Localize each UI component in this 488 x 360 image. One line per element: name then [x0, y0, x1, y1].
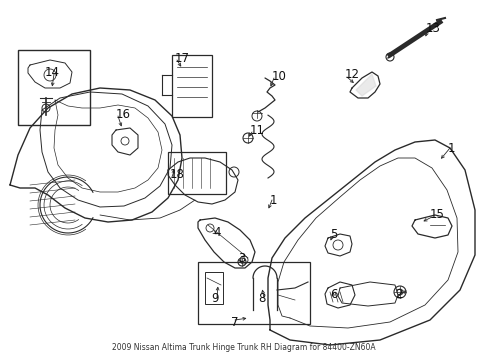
Text: 18: 18: [170, 168, 184, 181]
Text: 16: 16: [116, 108, 131, 121]
Text: 8: 8: [258, 292, 265, 305]
Text: 10: 10: [271, 69, 286, 82]
Text: 1: 1: [269, 194, 277, 207]
Text: 9: 9: [211, 292, 218, 305]
Text: 3: 3: [238, 252, 245, 265]
Text: 15: 15: [429, 208, 444, 221]
Bar: [198, 262, 309, 324]
Bar: [168, 152, 225, 194]
Bar: [172, 55, 212, 117]
Polygon shape: [355, 74, 375, 96]
Text: 17: 17: [175, 51, 190, 64]
Text: 1: 1: [447, 141, 454, 154]
Text: 13: 13: [425, 22, 440, 35]
Text: 14: 14: [44, 66, 60, 78]
Text: 12: 12: [345, 68, 359, 81]
Text: 11: 11: [249, 123, 264, 136]
Text: 6: 6: [329, 288, 337, 302]
Text: 7: 7: [231, 315, 238, 328]
Bar: [204, 272, 223, 304]
Text: 4: 4: [213, 226, 220, 239]
Text: 5: 5: [329, 229, 337, 242]
Text: 2009 Nissan Altima Trunk Hinge Trunk RH Diagram for 84400-ZN60A: 2009 Nissan Altima Trunk Hinge Trunk RH …: [112, 343, 375, 352]
Text: 2: 2: [394, 288, 402, 302]
Bar: [18, 50, 90, 125]
